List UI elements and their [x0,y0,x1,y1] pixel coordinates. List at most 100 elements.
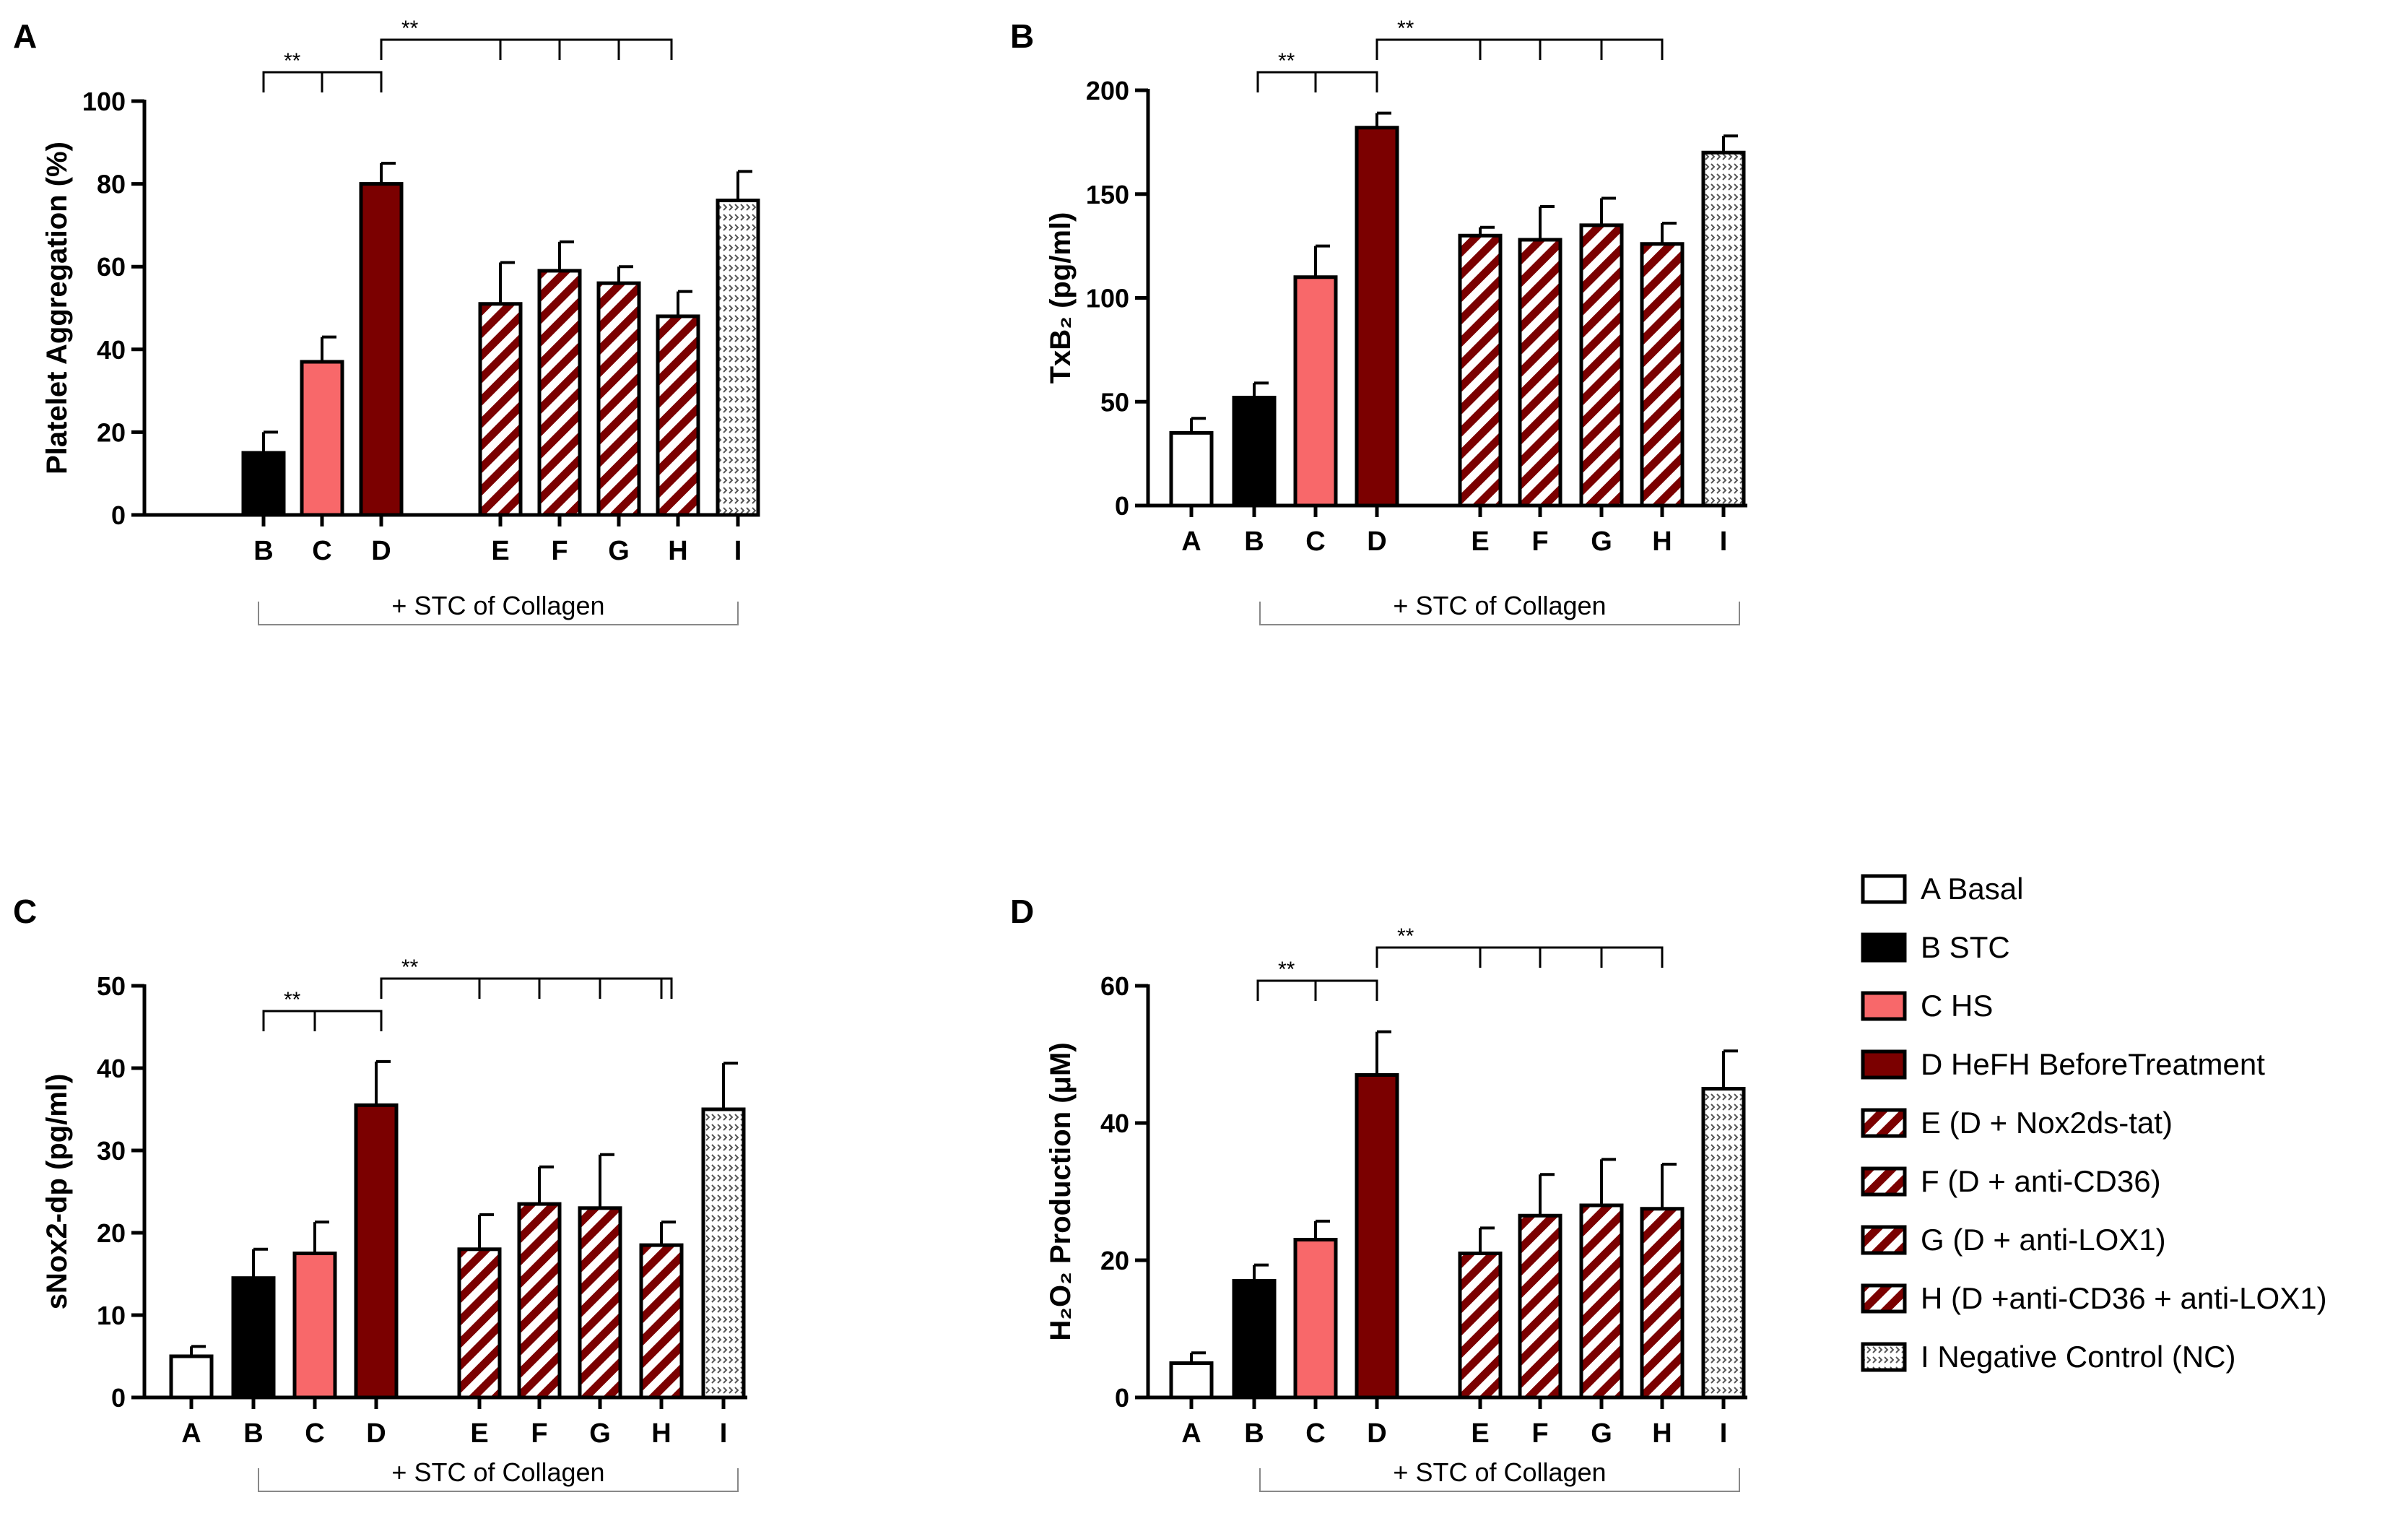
bar-h [1640,1207,1685,1400]
panel-letter: C [13,893,37,930]
chart-panel-d: D 0 20 40 60 H₂O₂ Production (μM) A B C D E F G H I ** *… [1010,893,1747,1492]
bar-e [1458,233,1503,508]
bar-h [639,1243,684,1400]
bar-f [1518,1213,1562,1400]
legend-label-c: C HS [1921,989,1993,1023]
x-tick-label: C [305,1418,324,1449]
y-tick-label: 40 [97,1054,126,1083]
bar-g [1579,223,1624,508]
x-tick-label: H [1652,526,1672,557]
bar-f [517,1202,562,1400]
x-tick-label: E [470,1418,488,1449]
x-tick-label: B [1244,1418,1264,1449]
x-tick-label: F [531,1418,547,1449]
collagen-bracket [1259,602,1740,625]
y-tick-label: 100 [1086,284,1129,313]
bar-c [1293,275,1338,508]
significance-bracket [1256,71,1378,92]
x-tick-label: H [668,536,687,566]
bar-c [1293,1238,1338,1400]
legend-swatch-h [1861,1283,1907,1314]
legend-swatch-g [1861,1225,1907,1255]
x-tick-label: F [551,536,568,566]
legend-swatch-b [1861,932,1907,963]
y-tick-label: 40 [1100,1109,1129,1138]
x-tick-label: B [253,536,273,566]
y-tick-label: 200 [1086,76,1129,105]
significance-bracket [1375,38,1664,60]
bar-e [478,302,523,517]
bar-a [169,1354,214,1400]
collagen-label: + STC of Collagen [1393,591,1606,620]
bar-i [701,1107,746,1400]
bar-c [292,1252,337,1400]
significance-stars: ** [1397,17,1414,40]
x-tick-label: I [1720,1418,1728,1449]
significance-stars: ** [284,988,301,1012]
legend: A Basal B STC C HS D HeFH BeforeTreatment E … [1861,872,2327,1374]
x-tick-label: C [1305,526,1325,557]
x-tick-label: G [1591,526,1612,557]
x-tick-label: F [1531,1418,1548,1449]
bar-i [716,199,760,517]
y-tick-label: 50 [97,971,126,1001]
collagen-label: + STC of Collagen [1393,1457,1606,1487]
y-tick-label: 20 [1100,1246,1129,1275]
bar-b [1232,1279,1277,1400]
collagen-bracket [258,1468,739,1492]
significance-stars: ** [1397,924,1414,948]
significance-bracket [1256,979,1378,1001]
x-tick-label: G [1591,1418,1612,1449]
legend-label-i: I Negative Control (NC) [1921,1340,2235,1374]
x-tick-label: E [1471,1418,1489,1449]
legend-label-d: D HeFH BeforeTreatment [1921,1047,2265,1081]
legend-label-f: F (D + anti-CD36) [1921,1164,2161,1198]
y-tick-label: 0 [111,1383,126,1413]
legend-label-b: B STC [1921,930,2010,964]
y-tick-label: 50 [1100,387,1129,417]
significance-bracket [1375,946,1664,968]
legend-label-a: A Basal [1921,872,2023,906]
y-tick-label: 60 [97,252,126,282]
collagen-label: + STC of Collagen [391,1457,604,1487]
bar-e [457,1247,502,1400]
significance-stars: ** [401,955,419,979]
x-tick-label: H [651,1418,671,1449]
x-tick-label: F [1531,526,1548,557]
bar-h [656,314,700,517]
x-tick-label: C [312,536,331,566]
panel-letter: A [13,17,37,55]
bar-d [359,182,404,517]
significance-stars: ** [401,17,419,40]
y-tick-label: 0 [1115,491,1129,521]
panel-letter: D [1010,893,1034,930]
panel-letter: B [1010,17,1034,55]
x-tick-label: G [608,536,630,566]
bar-g [1579,1203,1624,1400]
bar-d [1355,1073,1399,1400]
y-tick-label: 30 [97,1136,126,1166]
x-tick-label: A [1181,1418,1201,1449]
bar-a [1169,1361,1214,1400]
y-tick-label: 20 [97,417,126,447]
significance-stars: ** [1278,958,1295,981]
x-tick-label: B [1244,526,1264,557]
significance-bracket [380,977,673,999]
y-tick-label: 60 [1100,971,1129,1001]
bar-f [1518,238,1562,508]
x-tick-label: C [1305,1418,1325,1449]
x-tick-label: I [720,1418,728,1449]
significance-bracket [262,1010,383,1031]
bar-i [1701,1087,1746,1400]
x-tick-label: A [1181,526,1201,557]
collagen-bracket [258,602,739,625]
legend-swatch-i [1861,1342,1907,1372]
y-axis-label: H₂O₂ Production (μM) [1045,1042,1077,1340]
bar-c [300,360,344,517]
y-tick-label: 150 [1086,180,1129,209]
x-tick-label: I [734,536,742,566]
bar-a [1169,430,1214,508]
collagen-bracket [1259,1468,1740,1492]
chart-panel-a: A 0 20 40 60 80 100 Platelet Aggregation (%) B C D… [13,17,760,625]
